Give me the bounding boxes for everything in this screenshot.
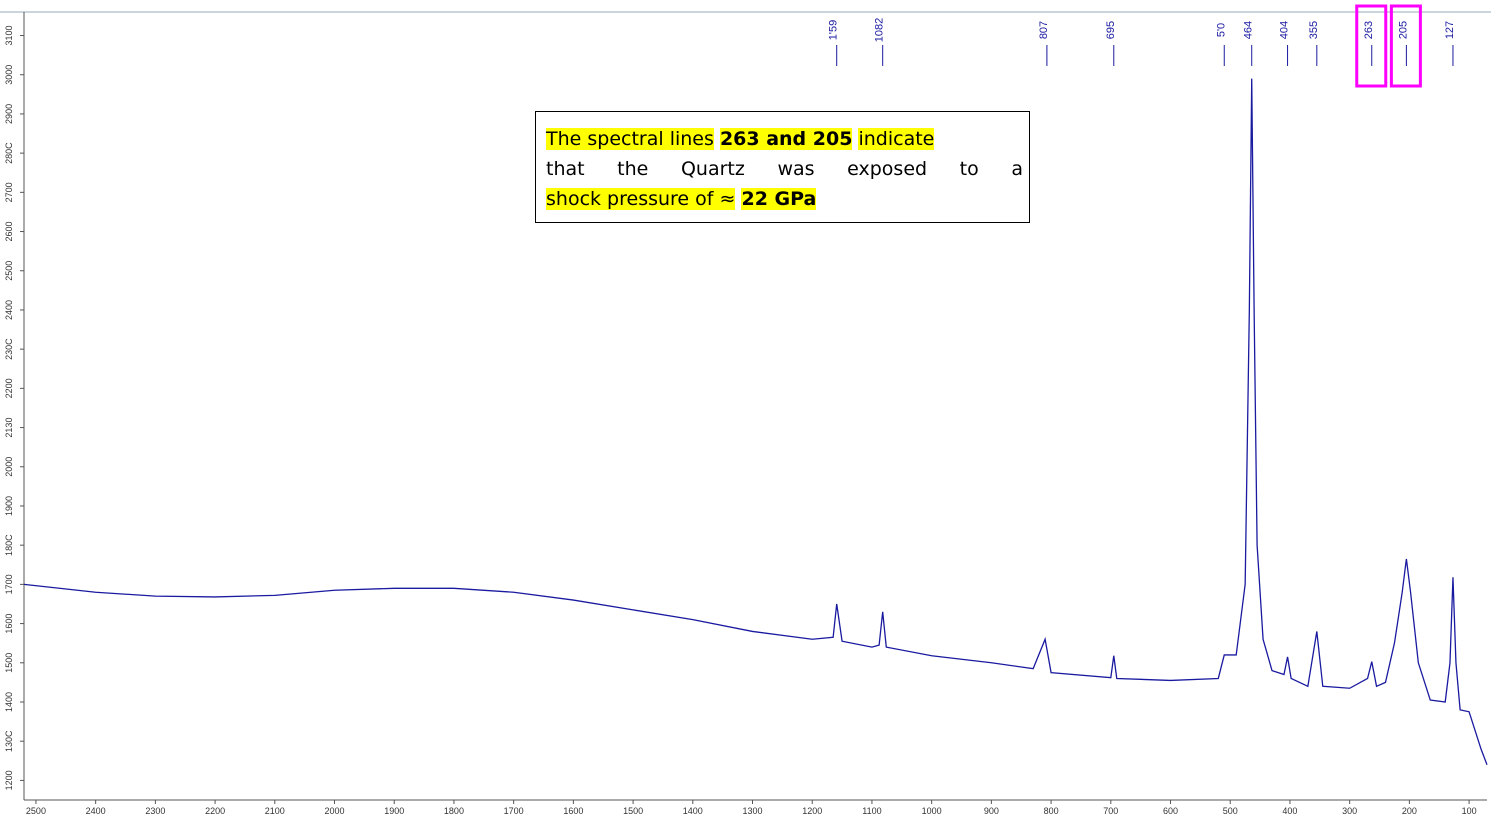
- x-tick-label: 1900: [384, 806, 404, 816]
- y-tick-label: 2130: [4, 418, 14, 438]
- peak-label: 695: [1105, 21, 1117, 39]
- x-tick-label: 2100: [265, 806, 285, 816]
- peak-label: 355: [1308, 21, 1320, 39]
- peak-label: 263: [1363, 21, 1375, 39]
- x-tick-label: 1100: [862, 806, 881, 816]
- x-tick-label: 2000: [324, 806, 344, 816]
- x-tick-label: 700: [1103, 806, 1118, 816]
- x-tick-label: 2500: [26, 806, 46, 816]
- x-tick-label: 1700: [504, 806, 524, 816]
- x-tick-label: 800: [1044, 806, 1059, 816]
- annotation-text: that the Quartz was exposed to a: [546, 158, 1023, 180]
- y-tick-label: 2600: [4, 222, 14, 242]
- y-tick-label: 2000: [4, 457, 14, 477]
- x-tick-label: 1800: [444, 806, 464, 816]
- x-tick-label: 2200: [205, 806, 225, 816]
- y-tick-label: 130C: [4, 730, 14, 752]
- x-tick-label: 2400: [86, 806, 106, 816]
- y-tick-label: 2900: [4, 104, 14, 124]
- y-tick-label: 1700: [4, 574, 14, 594]
- x-tick-label: 100: [1462, 806, 1477, 816]
- y-tick-label: 1200: [4, 770, 14, 790]
- annotation-text: shock pressure of ≈: [546, 188, 736, 210]
- x-tick-label: 1200: [802, 806, 822, 816]
- peak-label: 1'59: [828, 20, 840, 40]
- x-tick-label: 1300: [742, 806, 762, 816]
- y-tick-label: 280C: [4, 142, 14, 164]
- x-tick-label: 2300: [145, 806, 165, 816]
- y-tick-label: 3000: [4, 65, 14, 85]
- peak-label: 807: [1038, 21, 1050, 39]
- x-tick-label: 500: [1223, 806, 1238, 816]
- y-tick-label: 2200: [4, 378, 14, 398]
- annotation-text: The spectral lines: [546, 128, 714, 150]
- x-tick-label: 1000: [922, 806, 942, 816]
- spectrum-line: [23, 78, 1488, 765]
- x-tick-label: 600: [1163, 806, 1178, 816]
- y-tick-label: 1500: [4, 653, 14, 673]
- y-tick-label: 3100: [4, 26, 14, 46]
- x-tick-label: 200: [1402, 806, 1417, 816]
- highlight-box: [1389, 4, 1422, 88]
- y-tick-label: 1600: [4, 614, 14, 634]
- x-tick-label: 1400: [683, 806, 703, 816]
- x-tick-label: 1600: [563, 806, 583, 816]
- y-tick-label: 2400: [4, 300, 14, 320]
- annotation-text: indicate: [858, 128, 935, 150]
- peak-label: 127: [1444, 21, 1456, 39]
- peak-label: 1082: [874, 18, 886, 42]
- x-tick-label: 900: [984, 806, 999, 816]
- peak-label: 5'0: [1215, 23, 1227, 37]
- peak-label: 404: [1279, 21, 1291, 39]
- y-tick-label: 230C: [4, 338, 14, 360]
- y-tick-label: 180C: [4, 534, 14, 556]
- annotation-text: 22 GPa: [741, 188, 817, 210]
- y-tick-label: 1400: [4, 692, 14, 712]
- highlight-box: [1355, 4, 1388, 88]
- x-tick-label: 300: [1342, 806, 1357, 816]
- annotation-box: The spectral lines 263 and 205 indicate …: [535, 111, 1030, 223]
- y-tick-label: 2700: [4, 182, 14, 202]
- peak-label: 464: [1243, 21, 1255, 39]
- x-tick-label: 400: [1282, 806, 1297, 816]
- x-tick-label: 1500: [623, 806, 643, 816]
- y-tick-label: 2500: [4, 261, 14, 281]
- annotation-text: 263 and 205: [719, 128, 853, 150]
- peak-label: 205: [1397, 21, 1409, 39]
- y-tick-label: 1900: [4, 496, 14, 516]
